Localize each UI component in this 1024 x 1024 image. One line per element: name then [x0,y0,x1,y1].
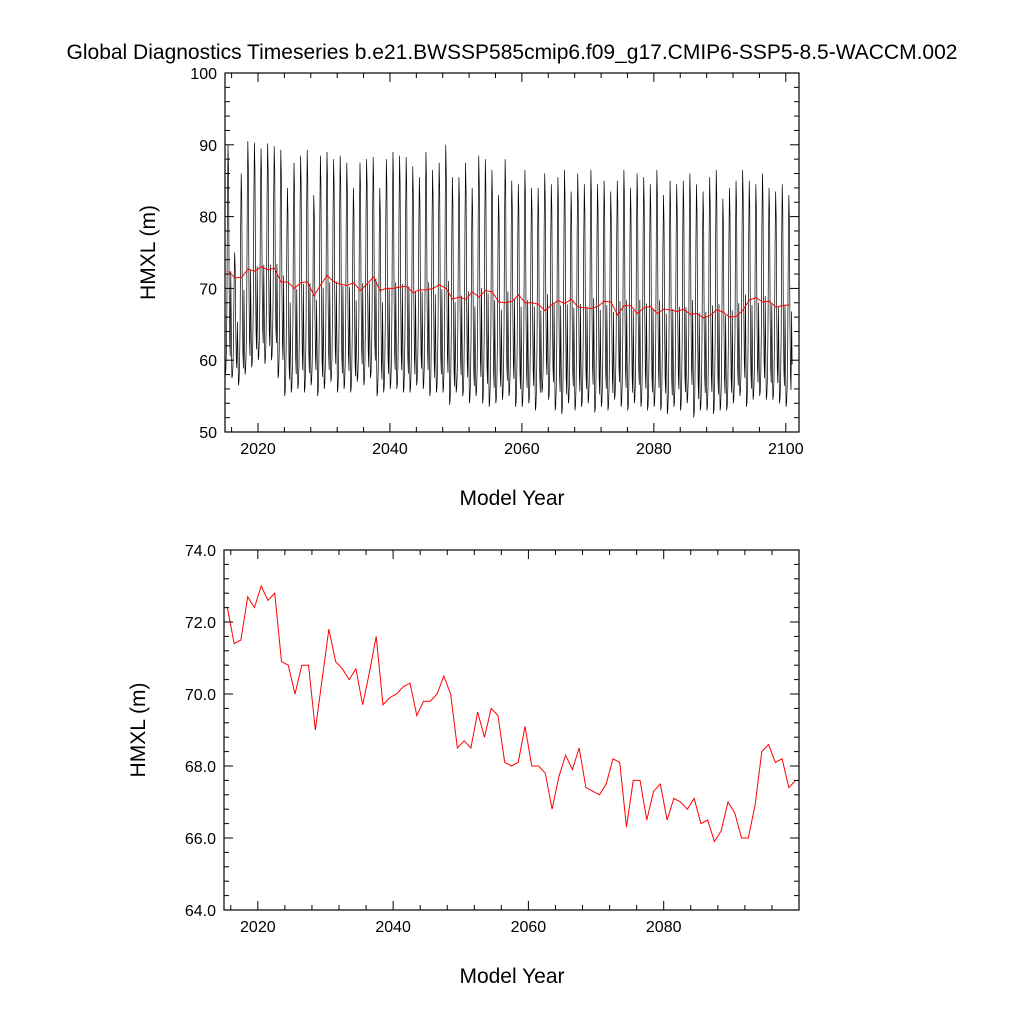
top-y-ticks: 50 60 70 80 90 100 [190,66,799,442]
top-x-axis-label: Model Year [459,487,564,510]
bottom-y-tick-label: 70.0 [185,687,216,704]
bottom-y-tick-label: 72.0 [185,615,216,632]
top-x-ticks: 2020 2040 2060 2080 2100 [231,73,804,458]
top-y-tick-label: 50 [199,425,217,442]
bottom-x-axis-label: Model Year [459,965,564,988]
top-plot-series [224,141,793,418]
top-y-tick-label: 90 [199,138,217,155]
bottom-plot-frame [223,549,800,911]
bottom-y-tick-label: 66.0 [185,831,216,848]
top-y-tick-label: 100 [190,66,217,83]
bottom-x-tick-label: 2080 [646,919,682,936]
top-y-tick-label: 60 [199,353,217,370]
bottom-y-ticks: 64.0 66.0 68.0 70.0 72.0 74.0 [185,543,799,920]
top-plot-frame [224,72,800,433]
bottom-x-tick-label: 2040 [375,919,411,936]
top-x-tick-label: 2040 [372,441,408,458]
bottom-x-tick-label: 2060 [511,919,547,936]
top-x-tick-label: 2080 [636,441,672,458]
bottom-x-ticks: 2020 2040 2060 2080 [230,550,800,936]
bottom-plot-series [226,584,796,843]
top-x-tick-label: 2020 [240,441,276,458]
top-x-tick-label: 2100 [768,441,804,458]
bottom-annual-mean-series-line [226,584,796,843]
top-annual-mean-series-line [227,266,790,319]
top-y-tick-label: 80 [199,210,217,227]
top-monthly-series-line [224,141,793,418]
bottom-y-tick-label: 74.0 [185,543,216,560]
bottom-y-tick-label: 64.0 [185,903,216,920]
top-y-axis-label: HMXL (m) [137,205,160,300]
bottom-x-tick-label: 2020 [240,919,276,936]
figure-title: Global Diagnostics Timeseries b.e21.BWSS… [67,41,958,64]
bottom-y-tick-label: 68.0 [185,759,216,776]
top-y-tick-label: 70 [199,281,217,298]
bottom-panel-hmxl-annual: 2020 2040 2060 2080 64.0 66.0 68.0 70.0 72.0 74.… [127,543,800,988]
top-panel-hmxl-monthly: 2020 2040 2060 2080 2100 50 60 70 80 90 100 Model… [137,66,804,510]
bottom-y-axis-label: HMXL (m) [127,683,150,778]
top-x-tick-label: 2060 [504,441,540,458]
